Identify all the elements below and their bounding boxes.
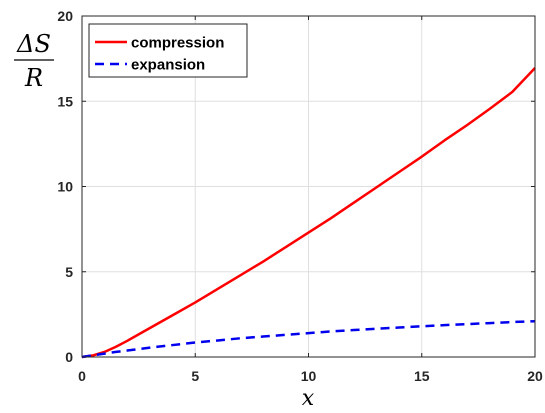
y-tick-label: 5	[65, 264, 73, 280]
tick-marks	[81, 15, 536, 358]
legend-label-expansion: expansion	[131, 57, 205, 74]
x-axis-label: x	[302, 386, 315, 411]
y-tick-label: 20	[57, 8, 73, 24]
y-axis-label-numerator: ΔS	[16, 30, 51, 58]
y-tick-labels: 0 5 10 15 20	[57, 8, 73, 365]
y-axis-label-denominator: R	[24, 64, 43, 92]
x-tick-label: 20	[527, 368, 543, 384]
series-layer	[81, 67, 536, 359]
series-line-compression	[81, 67, 536, 359]
x-tick-label: 15	[414, 368, 430, 384]
y-tick-label: 15	[57, 93, 73, 109]
x-tick-label: 5	[191, 368, 199, 384]
legend-box	[88, 23, 248, 78]
x-tick-label: 0	[78, 368, 86, 384]
y-tick-label: 0	[65, 349, 73, 365]
grid	[82, 16, 535, 357]
y-tick-label: 10	[57, 179, 73, 195]
y-axis-label: ΔS R	[14, 30, 54, 92]
legend: compression expansion	[88, 23, 248, 78]
legend-label-compression: compression	[131, 35, 224, 52]
x-tick-label: 10	[301, 368, 317, 384]
x-tick-labels: 0 5 10 15 20	[78, 368, 543, 384]
